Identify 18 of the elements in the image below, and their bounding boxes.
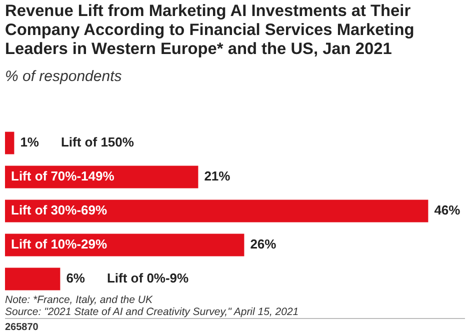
y-tick-label: Lift of 0%-9% (106, 270, 190, 286)
data-label: 26% (250, 236, 277, 252)
data-label: 6% (66, 270, 86, 286)
y-tick-label: Lift of 10%-29% (11, 236, 108, 252)
source-note: Source: "2021 State of AI and Creativity Survey," April 15, 2021 (5, 306, 299, 318)
bar (5, 268, 60, 290)
y-tick-label: Lift of 30%-69% (11, 202, 108, 218)
annotation: Note: *France, Italy, and the UK (5, 294, 152, 306)
chart-title: Revenue Lift from Marketing AI Investments at Their Company According to Financial Services Marketing Leaders in Western Europe* and the US, Jan 2021 (5, 2, 416, 59)
bar (5, 132, 14, 154)
text: 265870 (5, 322, 38, 333)
data-label: 1% (20, 134, 40, 150)
data-label: 21% (204, 168, 231, 184)
bar (5, 200, 428, 222)
chart-subtitle: % of respondents (5, 68, 122, 85)
y-tick-label: Lift of 150% (60, 134, 134, 150)
y-tick-label: Lift of 70%-149% (11, 168, 115, 184)
data-label: 46% (434, 202, 461, 218)
